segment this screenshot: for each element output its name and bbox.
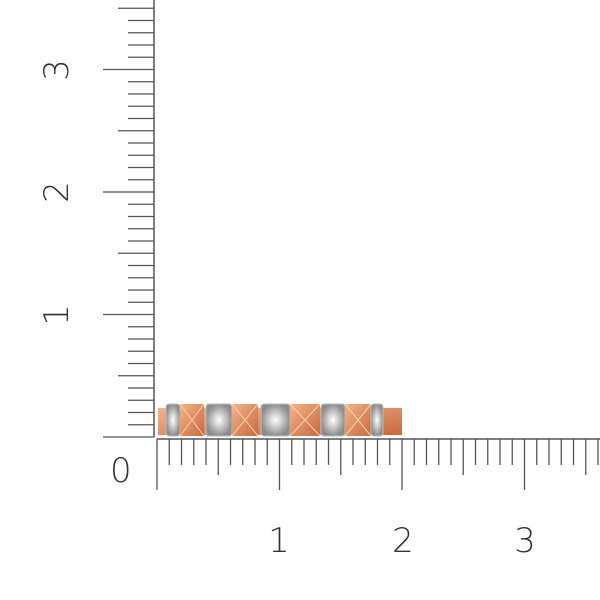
diamond-stone <box>205 403 233 437</box>
vertical-label-1: 1 <box>37 304 77 326</box>
vertical-label-2: 2 <box>37 181 77 203</box>
diamond-stone <box>165 403 181 437</box>
horizontal-label-3: 3 <box>514 521 536 561</box>
vertical-ruler <box>103 0 155 438</box>
pyramid-facet <box>179 403 205 437</box>
ring-image <box>158 403 402 437</box>
diamond-stone <box>370 403 384 437</box>
horizontal-ruler <box>156 438 600 490</box>
horizontal-label-1: 1 <box>268 521 290 561</box>
vertical-label-3: 3 <box>37 59 77 81</box>
origin-label: 0 <box>110 451 132 491</box>
pyramid-facet <box>344 403 372 437</box>
horizontal-label-2: 2 <box>392 521 414 561</box>
pyramid-facet <box>289 403 321 437</box>
diamond-stone <box>320 403 346 437</box>
diamond-stone <box>260 403 291 437</box>
pyramid-facet <box>231 403 259 437</box>
